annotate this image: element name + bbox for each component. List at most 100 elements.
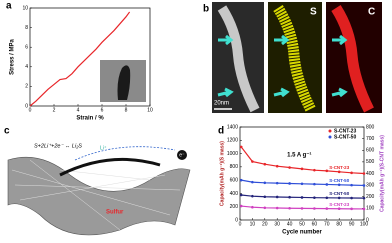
y-tick-label: 0 — [25, 103, 28, 109]
x-tick-label: 80 — [336, 221, 342, 227]
data-point — [337, 196, 341, 200]
x-tick-label: 100 — [360, 221, 369, 227]
data-point — [325, 207, 329, 210]
x-tick-label: 50 — [299, 221, 305, 227]
data-point — [288, 166, 291, 169]
y-axis-label: Stress / MPa — [10, 38, 16, 74]
x-tick-label: 40 — [287, 221, 293, 227]
y-tick-label: 2 — [25, 84, 28, 90]
panel-label: b — [203, 4, 209, 15]
y2-tick-label: 0 — [366, 217, 369, 223]
x-tick-label: 90 — [349, 221, 355, 227]
plot-frame — [29, 7, 151, 107]
data-point — [251, 194, 254, 198]
y-tick-label: 200 — [230, 204, 239, 210]
data-point — [362, 172, 366, 175]
x-tick-label: 10 — [250, 221, 256, 227]
nanotube — [217, 5, 260, 113]
data-point — [300, 167, 304, 171]
y-tick-label: 1000 — [227, 151, 238, 157]
data-point — [350, 207, 353, 211]
data-point — [275, 164, 279, 168]
inset-sample — [117, 65, 131, 100]
data-point — [350, 171, 353, 175]
data-point — [263, 162, 267, 166]
data-point — [288, 182, 291, 185]
data-point — [251, 160, 254, 163]
y-tick-label: 10 — [22, 5, 28, 11]
nanotube — [59, 157, 161, 177]
data-line — [29, 11, 131, 107]
x-tick-label: 30 — [274, 221, 280, 227]
data-point — [362, 184, 366, 187]
data-point — [251, 205, 254, 209]
electron-label: e⁻ — [179, 152, 185, 158]
y-tick-label: 8 — [25, 25, 28, 31]
data-point — [350, 196, 353, 200]
data-point — [288, 206, 291, 210]
data-point — [288, 195, 291, 199]
y2-axis-label: Capacity(mAh g⁻¹)(S-CNT mass) — [379, 135, 385, 212]
data-point — [325, 196, 329, 200]
x-tick-label: 20 — [262, 221, 268, 227]
data-point — [300, 182, 304, 186]
x-axis-label: Strain / % — [76, 116, 104, 122]
y-tick-label: 1400 — [227, 124, 238, 130]
electron — [177, 150, 187, 160]
data-point — [275, 195, 279, 199]
x-tick-label: 8 — [125, 107, 128, 113]
legend-label: S-CNT-50 — [334, 134, 356, 140]
data-point — [239, 178, 243, 182]
data-point — [337, 170, 341, 174]
data-point — [239, 204, 243, 208]
x-tick-label: 6 — [101, 107, 104, 113]
map-label: C — [368, 7, 375, 18]
ion-label: Li⁺ — [100, 145, 107, 151]
data-point — [337, 183, 341, 187]
series-label: S-CNT-23 — [329, 165, 350, 170]
data-point — [239, 145, 243, 149]
x-tick-label: 10 — [147, 107, 153, 113]
y-axis-label: Capacity(mAh g⁻¹)(S mass) — [219, 141, 225, 206]
y2-tick-label: 800 — [366, 124, 375, 130]
data-point — [362, 196, 366, 200]
data-point — [263, 181, 267, 185]
data-point — [313, 168, 316, 172]
x-tick-label: 2 — [53, 107, 56, 113]
y2-tick-label: 300 — [366, 182, 375, 188]
data-point — [275, 181, 279, 185]
y-tick-label: 400 — [230, 191, 239, 197]
y-tick-label: 0 — [235, 217, 238, 223]
y-tick-label: 800 — [230, 164, 239, 170]
data-point — [239, 193, 243, 197]
data-point — [263, 195, 267, 199]
y-tick-label: 1200 — [227, 138, 238, 144]
x-tick-label: 0 — [239, 221, 242, 227]
x-tick-label: 4 — [77, 107, 80, 113]
x-tick-label: 0 — [29, 107, 32, 113]
sulfur-label: Sulfur — [106, 210, 124, 216]
map-label: S — [310, 7, 317, 18]
y2-tick-label: 400 — [366, 171, 375, 177]
data-point — [313, 196, 316, 199]
y-tick-label: 4 — [25, 64, 28, 70]
panel-label: c — [4, 126, 10, 137]
data-point — [313, 182, 316, 186]
y2-tick-label: 100 — [366, 206, 375, 212]
x-tick-label: 70 — [324, 221, 330, 227]
legend-marker — [328, 135, 332, 139]
x-tick-label: 60 — [312, 221, 318, 227]
data-point — [325, 183, 329, 186]
data-point — [263, 206, 267, 210]
y2-tick-label: 700 — [366, 136, 375, 142]
series-label: S-CNT-50 — [329, 191, 350, 196]
data-point — [313, 207, 316, 210]
x-axis-label: Cycle number — [282, 230, 322, 236]
y2-tick-label: 500 — [366, 159, 375, 165]
annotation: 1.5 A g⁻¹ — [287, 151, 311, 158]
data-point — [362, 207, 366, 211]
data-point — [251, 180, 254, 184]
c-signal — [331, 5, 374, 113]
series-label: S-CNT-50 — [329, 178, 350, 183]
